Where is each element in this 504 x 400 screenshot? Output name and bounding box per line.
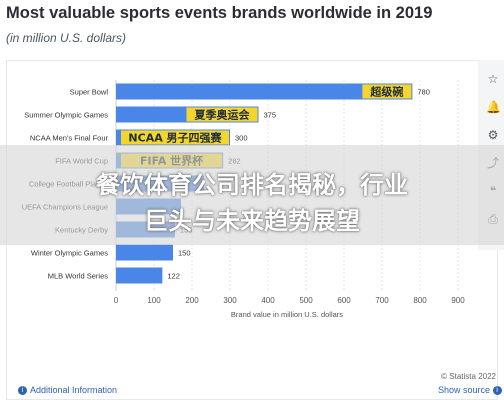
page-title: Most valuable sports events brands world… <box>6 4 433 22</box>
bar <box>116 83 413 100</box>
settings-icon[interactable]: ⚙ <box>487 128 499 142</box>
overlay-banner: 餐饮体育公司排名揭秘，行业 巨头与未来趋势展望 <box>0 145 504 245</box>
bar-banner-label: NCAA 男子四强赛 <box>128 131 222 145</box>
additional-info-label: Additional Information <box>30 385 118 395</box>
overlay-line-1: 餐饮体育公司排名揭秘，行业 <box>96 171 408 199</box>
bell-icon[interactable]: 🔔 <box>486 100 501 114</box>
x-tick-label: 600 <box>337 296 351 305</box>
data-label: 122 <box>167 272 180 281</box>
data-label: 780 <box>417 88 430 97</box>
bar-banner <box>362 84 412 99</box>
bar <box>116 244 173 261</box>
x-tick-label: 800 <box>413 296 427 305</box>
show-source-label: Show source <box>438 385 491 395</box>
x-tick-label: 900 <box>451 296 465 305</box>
bar-banner <box>186 107 258 122</box>
overlay-line-2: 巨头与未来趋势展望 <box>144 207 360 235</box>
x-tick-label: 0 <box>114 296 119 305</box>
star-icon[interactable]: ☆ <box>487 72 499 86</box>
info-icon: i <box>492 386 502 396</box>
category-label: Winter Olympic Games <box>31 249 108 258</box>
info-icon: i <box>18 386 27 396</box>
category-label: Super Bowl <box>70 88 109 97</box>
category-label: MLB World Series <box>48 272 109 281</box>
bar-banner <box>121 130 229 145</box>
bar <box>116 267 163 284</box>
data-label: 375 <box>264 111 277 120</box>
x-tick-label: 400 <box>261 296 275 305</box>
bar-banner-label: 夏季奥运会 <box>195 108 251 122</box>
bar-banner-label: 超级碗 <box>369 85 403 99</box>
copyright-text: © Statista 2022 <box>441 372 496 381</box>
x-axis-label: Brand value in million U.S. dollars <box>231 310 343 319</box>
page-subtitle: (in million U.S. dollars) <box>6 31 127 45</box>
x-tick-label: 500 <box>299 296 313 305</box>
additional-info-link[interactable]: i Additional Information <box>18 385 118 396</box>
data-label: 150 <box>178 249 191 258</box>
data-label: 300 <box>235 134 248 143</box>
category-label: NCAA Men's Final Four <box>30 134 109 143</box>
x-tick-label: 200 <box>185 296 199 305</box>
x-tick-label: 300 <box>223 296 237 305</box>
x-tick-label: 700 <box>375 296 389 305</box>
x-tick-label: 100 <box>147 296 161 305</box>
show-source-link[interactable]: Show source i <box>438 385 504 396</box>
category-label: Summer Olympic Games <box>24 111 108 120</box>
